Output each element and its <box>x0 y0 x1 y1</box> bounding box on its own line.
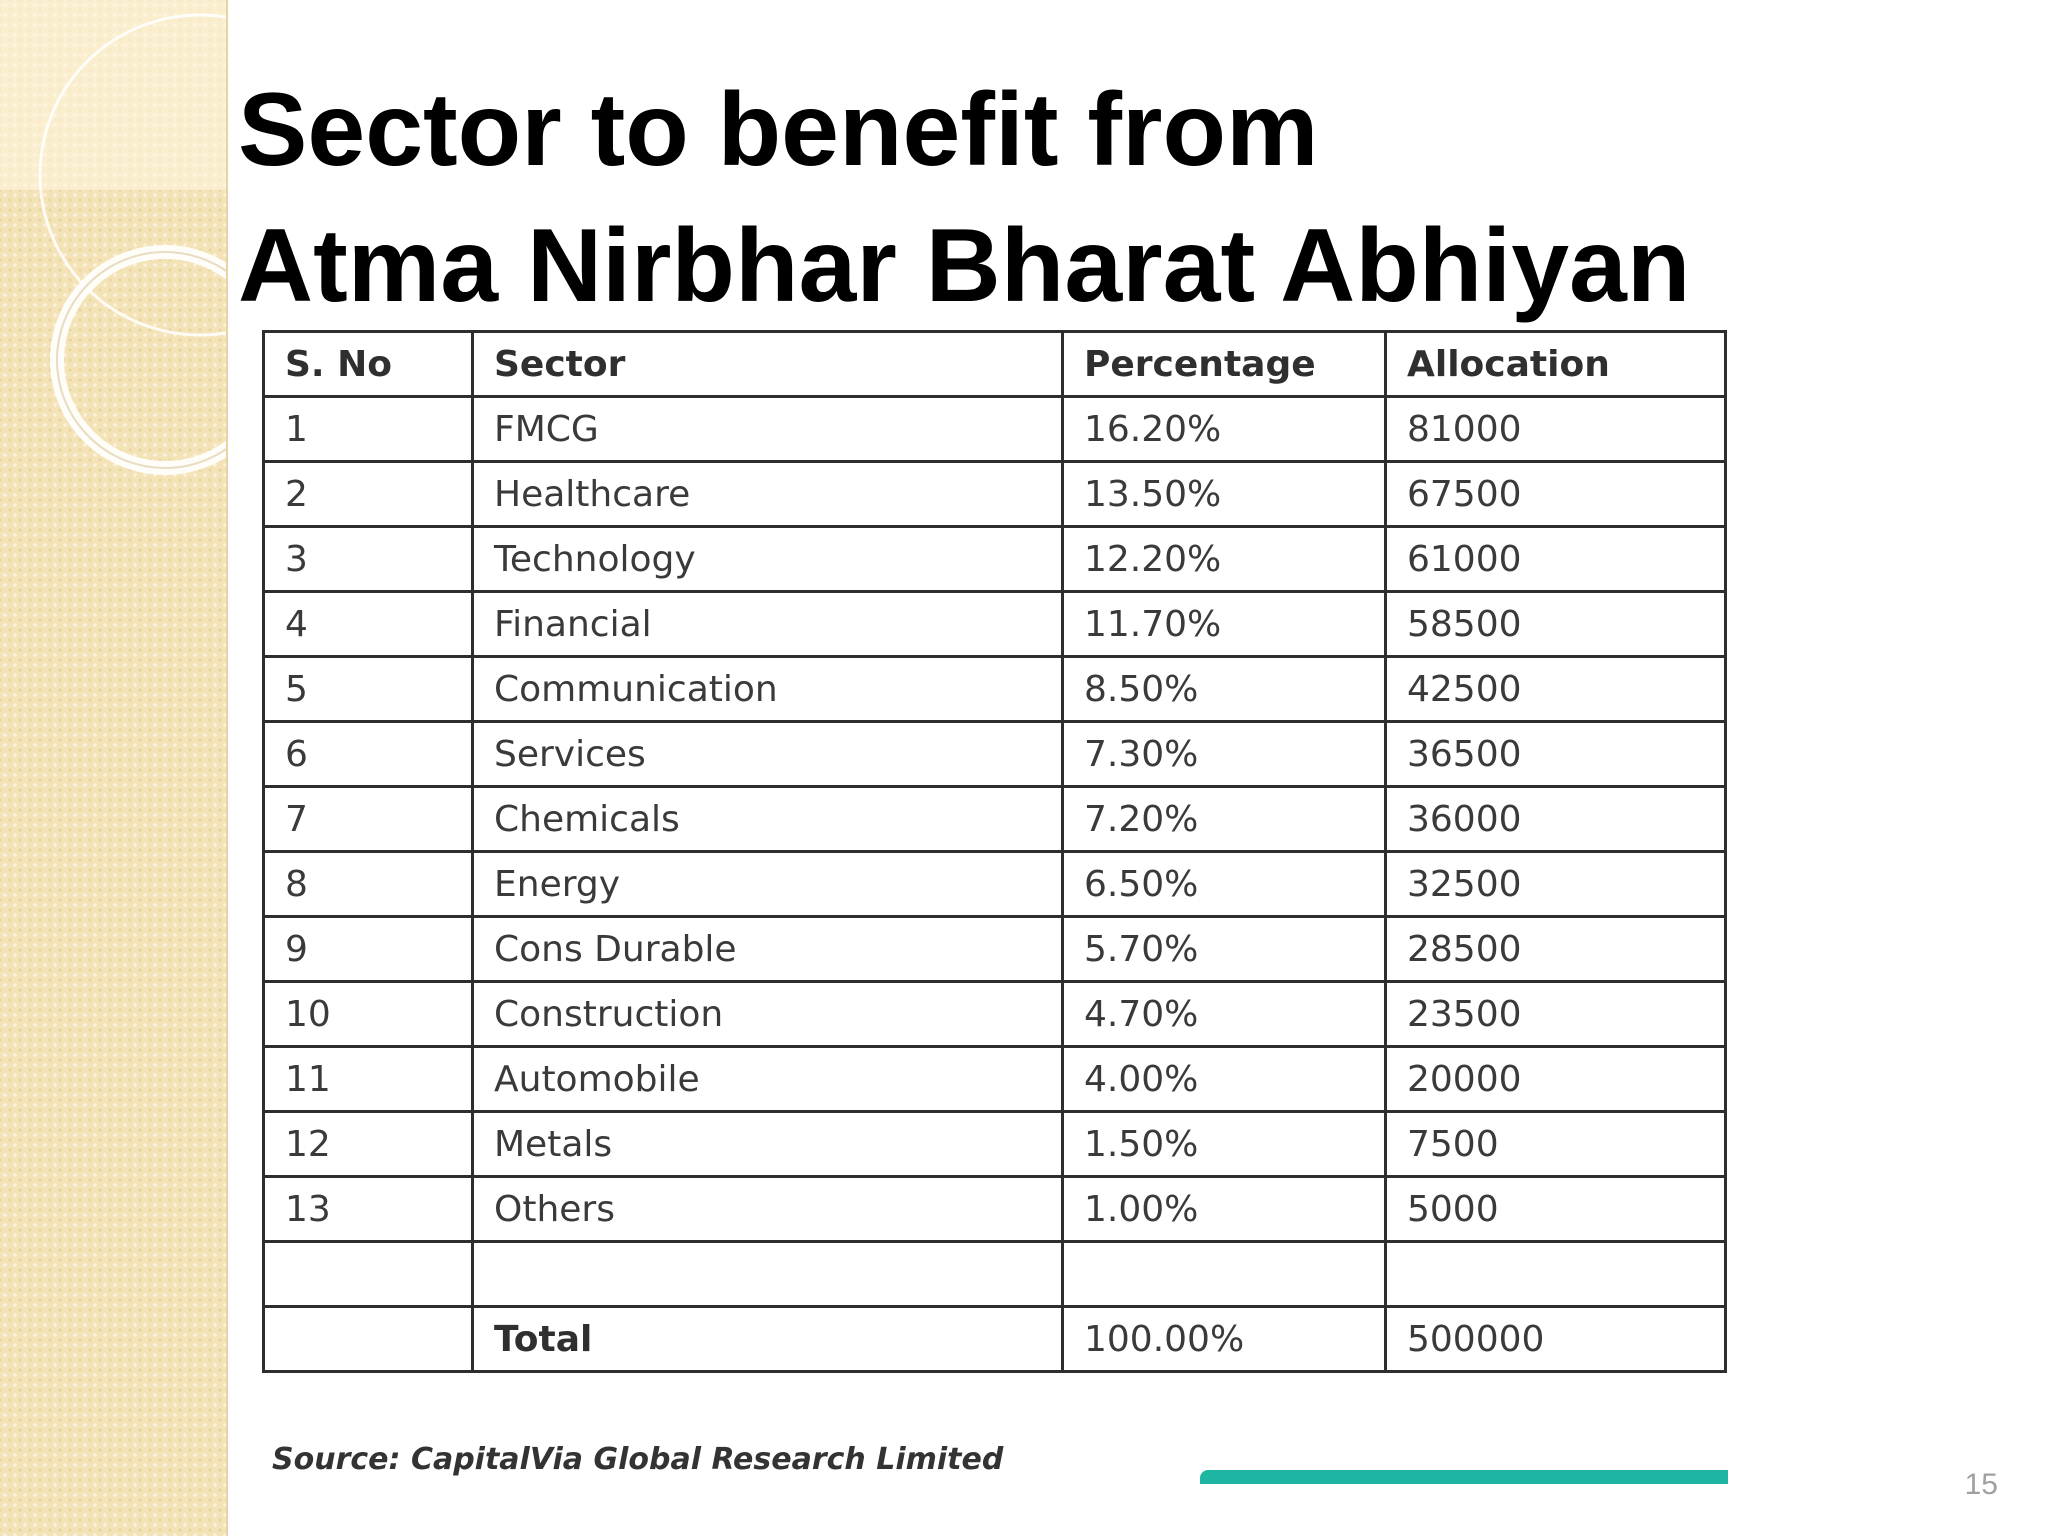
title-line-2: Atma Nirbhar Bharat Abhiyan <box>238 208 1691 324</box>
table-row-empty <box>262 1240 1727 1308</box>
cell-allocation: 36500 <box>1384 720 1727 788</box>
cell-allocation: 36000 <box>1384 785 1727 853</box>
cell-percentage: 13.50% <box>1061 460 1387 528</box>
cell-sector: FMCG <box>471 395 1064 463</box>
total-percentage: 100.00% <box>1061 1305 1387 1373</box>
cell-percentage: 6.50% <box>1061 850 1387 918</box>
cell-sector: Others <box>471 1175 1064 1243</box>
title-line-1: Sector to benefit from <box>238 72 1319 188</box>
slide-title: Sector to benefit from Atma Nirbhar Bhar… <box>238 62 1690 334</box>
table-row: 2 Healthcare 13.50% 67500 <box>262 460 1727 528</box>
table-row: 12 Metals 1.50% 7500 <box>262 1110 1727 1178</box>
cell-sector: Automobile <box>471 1045 1064 1113</box>
table-row: 1 FMCG 16.20% 81000 <box>262 395 1727 463</box>
header-row: S. No Sector Percentage Allocation <box>262 330 1727 398</box>
cell-sno: 1 <box>262 395 474 463</box>
cell-percentage <box>1061 1240 1387 1308</box>
side-panel-highlight <box>0 0 228 190</box>
cell-percentage: 5.70% <box>1061 915 1387 983</box>
cell-sector: Financial <box>471 590 1064 658</box>
cell-percentage: 1.50% <box>1061 1110 1387 1178</box>
cell-sno: 10 <box>262 980 474 1048</box>
cell-sno: 7 <box>262 785 474 853</box>
cell-sector: Construction <box>471 980 1064 1048</box>
header-sector: Sector <box>471 330 1064 398</box>
cell-allocation: 7500 <box>1384 1110 1727 1178</box>
cell-sector: Healthcare <box>471 460 1064 528</box>
cell-sector: Technology <box>471 525 1064 593</box>
cell-sno: 11 <box>262 1045 474 1113</box>
table-row: 6 Services 7.30% 36500 <box>262 720 1727 788</box>
cell-percentage: 4.00% <box>1061 1045 1387 1113</box>
table-row: 11 Automobile 4.00% 20000 <box>262 1045 1727 1113</box>
header-sno: S. No <box>262 330 474 398</box>
cell-sno: 8 <box>262 850 474 918</box>
table-body: 1 FMCG 16.20% 81000 2 Healthcare 13.50% … <box>262 395 1727 1373</box>
cell-allocation: 23500 <box>1384 980 1727 1048</box>
total-allocation: 500000 <box>1384 1305 1727 1373</box>
cell-percentage: 1.00% <box>1061 1175 1387 1243</box>
side-panel-edge <box>226 0 228 1536</box>
cell-percentage: 11.70% <box>1061 590 1387 658</box>
cell-percentage: 4.70% <box>1061 980 1387 1048</box>
table-row: 4 Financial 11.70% 58500 <box>262 590 1727 658</box>
cell-sno <box>262 1240 474 1308</box>
cell-percentage: 7.20% <box>1061 785 1387 853</box>
decorative-side-panel <box>0 0 228 1536</box>
cell-sector: Energy <box>471 850 1064 918</box>
cell-allocation: 67500 <box>1384 460 1727 528</box>
cell-sno: 2 <box>262 460 474 528</box>
cell-percentage: 8.50% <box>1061 655 1387 723</box>
cell-allocation: 61000 <box>1384 525 1727 593</box>
cell-percentage: 7.30% <box>1061 720 1387 788</box>
table-row: 5 Communication 8.50% 42500 <box>262 655 1727 723</box>
cell-sno: 5 <box>262 655 474 723</box>
table-row: 3 Technology 12.20% 61000 <box>262 525 1727 593</box>
cell-sno: 4 <box>262 590 474 658</box>
table-row: 13 Others 1.00% 5000 <box>262 1175 1727 1243</box>
cell-allocation <box>1384 1240 1727 1308</box>
table-row: 8 Energy 6.50% 32500 <box>262 850 1727 918</box>
cell-allocation: 5000 <box>1384 1175 1727 1243</box>
table-row: 7 Chemicals 7.20% 36000 <box>262 785 1727 853</box>
total-sno <box>262 1305 474 1373</box>
page-number: 15 <box>1964 1468 1998 1501</box>
cell-sector: Cons Durable <box>471 915 1064 983</box>
cell-sno: 6 <box>262 720 474 788</box>
cell-allocation: 28500 <box>1384 915 1727 983</box>
source-citation: Source: CapitalVia Global Research Limit… <box>272 1442 1004 1477</box>
accent-bar <box>1200 1470 1728 1484</box>
decorative-rings-icon <box>38 13 228 475</box>
table-row: 9 Cons Durable 5.70% 28500 <box>262 915 1727 983</box>
cell-allocation: 81000 <box>1384 395 1727 463</box>
total-label: Total <box>471 1305 1064 1373</box>
table-header: S. No Sector Percentage Allocation <box>262 330 1727 398</box>
cell-sector: Metals <box>471 1110 1064 1178</box>
header-percentage: Percentage <box>1061 330 1387 398</box>
cell-allocation: 32500 <box>1384 850 1727 918</box>
cell-allocation: 58500 <box>1384 590 1727 658</box>
table-row: 10 Construction 4.70% 23500 <box>262 980 1727 1048</box>
cell-sno: 12 <box>262 1110 474 1178</box>
cell-sno: 13 <box>262 1175 474 1243</box>
cell-sector: Communication <box>471 655 1064 723</box>
cell-sno: 9 <box>262 915 474 983</box>
cell-percentage: 16.20% <box>1061 395 1387 463</box>
cell-sector: Services <box>471 720 1064 788</box>
cell-sno: 3 <box>262 525 474 593</box>
cell-sector <box>471 1240 1064 1308</box>
cell-allocation: 20000 <box>1384 1045 1727 1113</box>
sector-allocation-table: S. No Sector Percentage Allocation 1 FMC… <box>262 330 1727 1373</box>
cell-percentage: 12.20% <box>1061 525 1387 593</box>
cell-allocation: 42500 <box>1384 655 1727 723</box>
table-row-total: Total 100.00% 500000 <box>262 1305 1727 1373</box>
cell-sector: Chemicals <box>471 785 1064 853</box>
header-allocation: Allocation <box>1384 330 1727 398</box>
